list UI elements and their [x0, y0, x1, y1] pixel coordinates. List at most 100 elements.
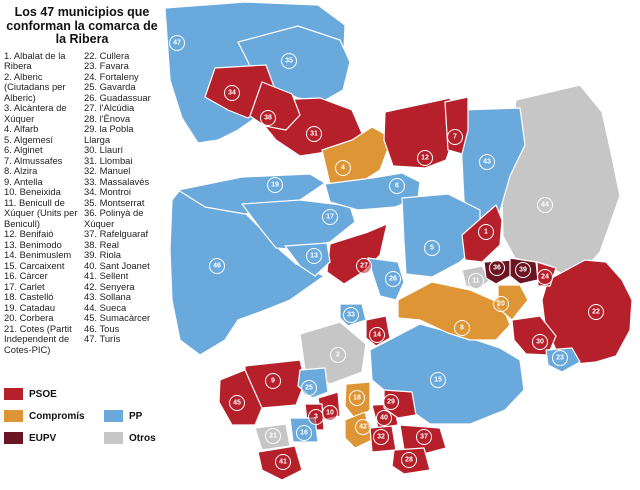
- municipality-number-badge: [301, 380, 317, 396]
- municipality-number-badge: [209, 258, 225, 274]
- legend-label: EUPV: [29, 432, 57, 444]
- municipality-number: 8: [460, 325, 464, 332]
- municipality-list-item: 13. Benimodo: [4, 238, 62, 250]
- municipality-list-item: 19. Catadau: [4, 301, 56, 313]
- municipality-region: [444, 96, 469, 155]
- municipality-list-item: 42. Senyera: [84, 280, 135, 292]
- municipality-list-item: 14. Benimuslem: [4, 249, 72, 260]
- municipality-number-badge: [355, 419, 371, 435]
- municipality-number-badge: [489, 260, 505, 276]
- municipality-number-badge: [349, 390, 365, 406]
- municipality-number: 12: [421, 155, 429, 162]
- municipality-number-badge: [468, 273, 484, 289]
- municipality-list-item: 3. Alcàntera de Xúquer: [4, 102, 67, 124]
- municipality-number-badge: [447, 129, 463, 145]
- municipality-number-badge: [373, 429, 389, 445]
- municipality-number-badge: [265, 373, 281, 389]
- municipality-number: 45: [233, 400, 241, 407]
- legend-item-pp: PP: [104, 410, 142, 422]
- municipality-number: 43: [483, 159, 491, 166]
- municipality-number-badge: [296, 425, 312, 441]
- municipality-region: [541, 259, 633, 365]
- municipality-number: 23: [556, 355, 564, 362]
- municipality-list-item: 29. la Pobla Llarga: [84, 123, 134, 145]
- municipality-list-item: 16. Càrcer: [4, 270, 48, 281]
- legend-item-otros: Otros: [104, 432, 156, 444]
- municipality-number: 33: [347, 312, 355, 319]
- municipality-number: 31: [310, 131, 318, 138]
- municipality-number-badge: [537, 269, 553, 285]
- municipality-list-item: 5. Algemesí: [4, 133, 53, 145]
- municipality-number: 47: [173, 40, 181, 47]
- municipality-number-badge: [493, 296, 509, 312]
- legend-label: PSOE: [29, 388, 57, 400]
- municipality-number-badge: [322, 209, 338, 225]
- municipality-list-item: 18. Castelló: [4, 291, 54, 302]
- municipality-number: 2: [336, 352, 340, 359]
- municipality-list-item: 22. Cullera: [84, 49, 130, 61]
- municipality-list-item: 20. Corbera: [4, 312, 54, 323]
- municipality-number: 4: [341, 165, 345, 172]
- municipality-list-item: 15. Carcaixent: [4, 259, 65, 271]
- municipality-list-item: 28. l'Ènova: [84, 112, 131, 124]
- municipality-list-item: 37. Rafelguaraf: [84, 228, 149, 239]
- municipality-list-item: 10. Beneixida: [4, 186, 61, 197]
- municipality-number: 7: [453, 134, 457, 141]
- municipality-number-badge: [275, 454, 291, 470]
- municipality-number-badge: [356, 258, 372, 274]
- municipality-number-badge: [322, 405, 338, 421]
- municipality-number: 11: [472, 278, 480, 285]
- legend-label: Otros: [129, 432, 156, 444]
- legend-item-eupv: EUPV: [4, 432, 56, 444]
- municipality-number: 30: [536, 339, 544, 346]
- municipality-list-item: 21. Cotes (Partit Independent de Cotes-P…: [4, 322, 72, 355]
- municipality-number-badge: [169, 35, 185, 51]
- legend-swatch: [4, 432, 23, 444]
- municipality-number: 19: [271, 182, 279, 189]
- municipality-number-badge: [260, 110, 276, 126]
- municipality-region: [397, 281, 511, 341]
- municipality-number-badge: [281, 53, 297, 69]
- municipality-number-badge: [330, 347, 346, 363]
- municipality-number: 22: [592, 309, 600, 316]
- municipality-list-item: 46. Tous: [84, 322, 120, 334]
- municipality-number: 37: [420, 434, 428, 441]
- municipality-list-item: 7. Almussafes: [4, 154, 63, 166]
- municipality-number: 1: [484, 229, 488, 236]
- municipality-number: 34: [228, 90, 236, 97]
- municipality-number: 46: [213, 263, 221, 270]
- municipality-number-badge: [369, 327, 385, 343]
- municipality-number: 42: [359, 424, 367, 431]
- municipality-number-badge: [335, 160, 351, 176]
- municipality-number: 5: [430, 245, 434, 252]
- municipality-number-badge: [401, 452, 417, 468]
- municipality-number-badge: [343, 307, 359, 323]
- municipality-number-badge: [479, 154, 495, 170]
- municipality-number-badge: [267, 177, 283, 193]
- municipality-list-item: 27. l'Alcúdia: [84, 102, 135, 113]
- municipality-list-item: 39. Riola: [84, 249, 122, 260]
- municipality-number-badge: [515, 262, 531, 278]
- municipality-number: 9: [271, 378, 275, 385]
- municipality-number: 44: [541, 202, 549, 209]
- municipality-number: 17: [326, 214, 334, 221]
- legend-swatch: [4, 410, 23, 422]
- municipality-number: 41: [279, 459, 287, 466]
- municipality-list-left: 1. Albalat de la Ribera 2. Alberic (Ciuta…: [4, 50, 80, 356]
- municipality-number: 20: [497, 301, 505, 308]
- municipality-number-badge: [454, 320, 470, 336]
- municipality-number: 32: [377, 434, 385, 441]
- municipality-region: [401, 193, 481, 278]
- municipality-number: 38: [264, 115, 272, 122]
- municipality-list-item: 24. Fortaleny: [84, 70, 139, 82]
- municipality-list-item: 32. Manuel: [84, 165, 131, 176]
- municipality-number: 25: [305, 385, 313, 392]
- municipality-list-right: 22. Cullera 23. Favara 24. Fortaleny 25. Ga…: [84, 49, 160, 356]
- municipality-number: 16: [300, 430, 308, 437]
- municipality-number: 14: [373, 332, 381, 339]
- municipality-number-badge: [588, 304, 604, 320]
- municipality-number-badge: [478, 224, 494, 240]
- legend-item-psoe: PSOE: [4, 388, 57, 400]
- municipality-list-item: 33. Massalavés: [84, 175, 150, 187]
